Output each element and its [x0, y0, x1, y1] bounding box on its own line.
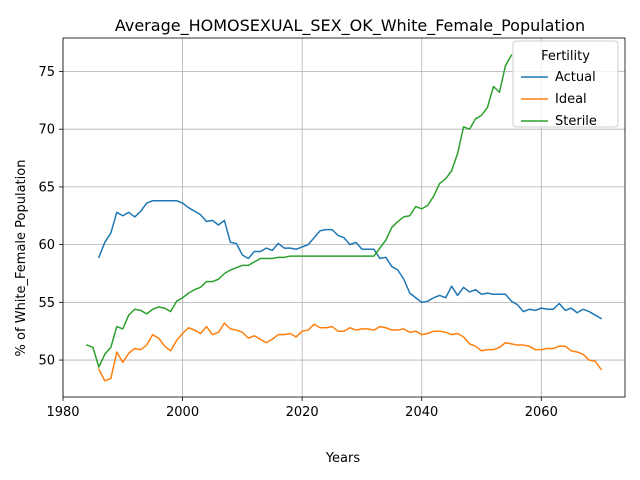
y-axis-title: % of White_Female Population — [14, 160, 29, 357]
x-tick-label: 2000 — [166, 405, 199, 420]
y-tick-label: 70 — [38, 123, 55, 138]
series-line-sterile — [87, 55, 511, 367]
y-tick-label: 60 — [38, 238, 55, 253]
series-line-ideal — [99, 323, 601, 381]
x-tick-label: 1980 — [46, 405, 79, 420]
legend-label-actual: Actual — [555, 70, 596, 85]
y-tick-label: 75 — [38, 65, 55, 80]
y-tick-label: 50 — [38, 354, 55, 369]
y-tick-label: 55 — [38, 296, 55, 311]
legend-title: Fertility — [541, 49, 590, 64]
x-axis-title: Years — [325, 451, 361, 466]
legend: Fertility Actual Ideal Sterile — [513, 41, 618, 129]
legend-label-ideal: Ideal — [555, 92, 587, 107]
x-tick-label: 2020 — [286, 405, 319, 420]
chart-title: Average_HOMOSEXUAL_SEX_OK_White_Female_P… — [115, 16, 585, 36]
x-tick-label: 2040 — [405, 405, 438, 420]
legend-label-sterile: Sterile — [555, 114, 597, 129]
series-line-actual — [99, 201, 601, 319]
y-tick-label: 65 — [38, 180, 55, 195]
x-tick-label: 2060 — [525, 405, 558, 420]
